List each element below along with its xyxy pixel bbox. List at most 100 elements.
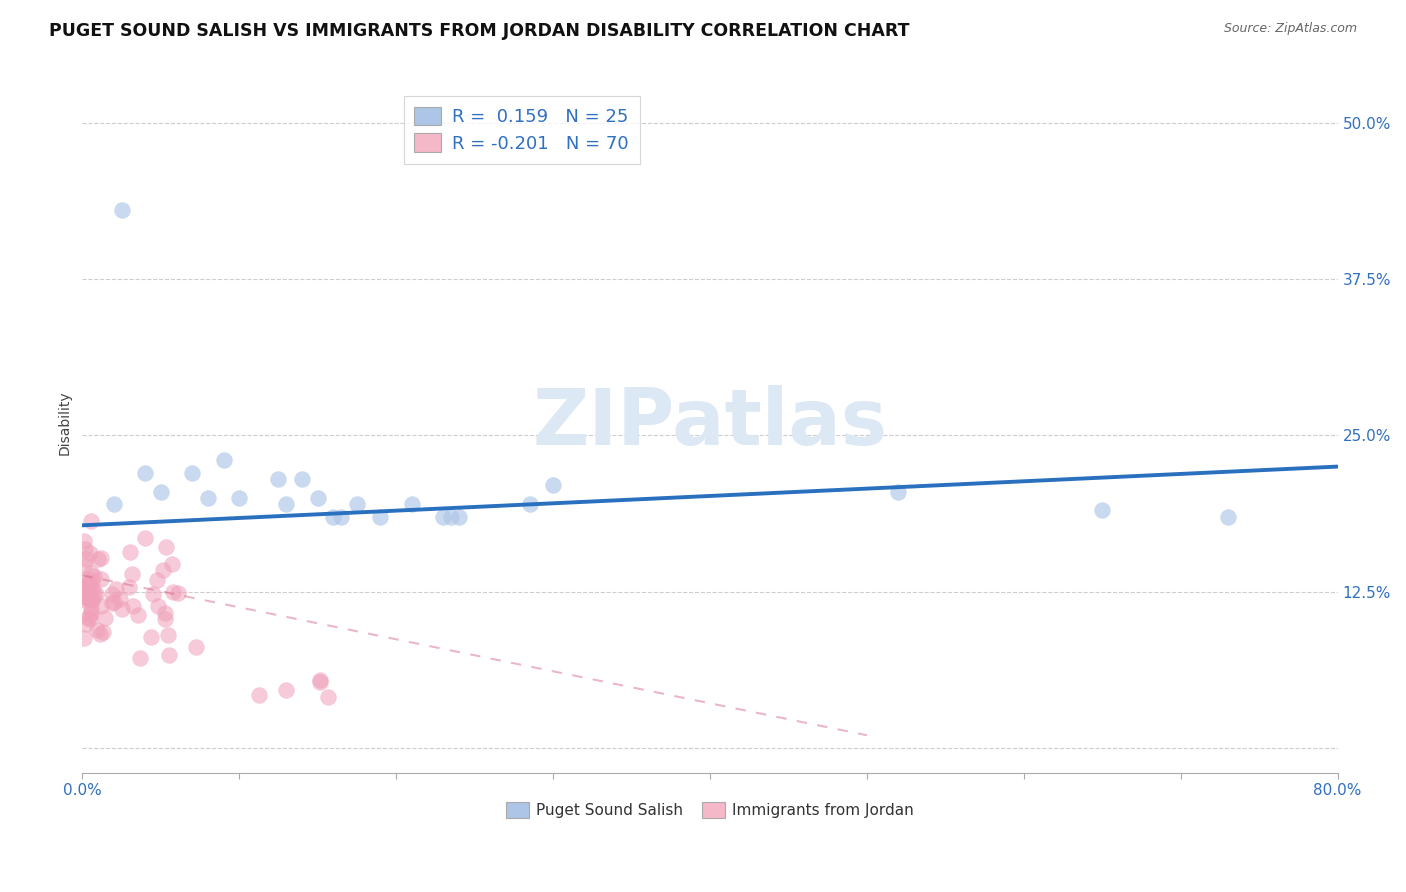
Point bbox=[887, 484, 910, 499]
Point bbox=[90, 599, 112, 614]
Point bbox=[108, 591, 131, 606]
Point bbox=[79, 612, 101, 626]
Point bbox=[101, 587, 124, 601]
Point bbox=[80, 591, 103, 606]
Point bbox=[160, 558, 183, 572]
Point bbox=[87, 551, 110, 566]
Point bbox=[157, 648, 180, 662]
Point bbox=[318, 690, 340, 704]
Point bbox=[120, 545, 142, 559]
Point bbox=[162, 585, 184, 599]
Point bbox=[101, 596, 124, 610]
Point bbox=[90, 572, 112, 586]
Point bbox=[440, 509, 463, 524]
Point bbox=[370, 509, 392, 524]
Point bbox=[104, 582, 127, 597]
Point bbox=[346, 497, 368, 511]
Point bbox=[84, 587, 107, 601]
Point bbox=[308, 673, 330, 687]
Point bbox=[129, 651, 152, 665]
Point bbox=[134, 466, 156, 480]
Point bbox=[276, 497, 298, 511]
Point bbox=[80, 566, 103, 580]
Point bbox=[94, 611, 117, 625]
Point bbox=[75, 552, 97, 566]
Point bbox=[103, 497, 125, 511]
Point bbox=[90, 550, 112, 565]
Point bbox=[432, 509, 454, 524]
Point bbox=[91, 625, 114, 640]
Point bbox=[79, 546, 101, 560]
Point bbox=[181, 466, 204, 480]
Point bbox=[184, 640, 207, 654]
Point bbox=[76, 591, 98, 605]
Point bbox=[267, 472, 290, 486]
Point bbox=[111, 602, 134, 616]
Point bbox=[519, 497, 541, 511]
Point bbox=[155, 540, 177, 554]
Point bbox=[308, 674, 330, 689]
Point bbox=[76, 578, 98, 592]
Point bbox=[121, 567, 143, 582]
Point bbox=[77, 576, 100, 591]
Point bbox=[149, 484, 172, 499]
Point bbox=[75, 593, 97, 607]
Point bbox=[330, 509, 353, 524]
Point bbox=[152, 563, 174, 577]
Point bbox=[89, 627, 111, 641]
Point bbox=[73, 533, 96, 548]
Point bbox=[541, 478, 564, 492]
Point bbox=[80, 605, 103, 619]
Point bbox=[110, 203, 132, 218]
Point bbox=[77, 611, 100, 625]
Point bbox=[142, 587, 165, 601]
Text: Source: ZipAtlas.com: Source: ZipAtlas.com bbox=[1223, 22, 1357, 36]
Point bbox=[75, 541, 97, 556]
Point bbox=[103, 595, 125, 609]
Point bbox=[73, 631, 96, 645]
Point bbox=[80, 601, 103, 615]
Point bbox=[82, 574, 104, 588]
Point bbox=[153, 606, 176, 620]
Point bbox=[146, 599, 169, 613]
Point bbox=[75, 616, 97, 631]
Point bbox=[79, 608, 101, 623]
Point bbox=[139, 630, 162, 644]
Point bbox=[73, 558, 96, 572]
Point bbox=[75, 572, 97, 586]
Point bbox=[77, 591, 100, 606]
Point bbox=[127, 608, 149, 623]
Point bbox=[212, 453, 235, 467]
Point bbox=[1216, 509, 1239, 524]
Point bbox=[322, 509, 344, 524]
Point bbox=[73, 579, 96, 593]
Point bbox=[401, 497, 423, 511]
Point bbox=[291, 472, 314, 486]
Point bbox=[228, 491, 250, 505]
Point bbox=[134, 531, 156, 545]
Point bbox=[122, 599, 145, 614]
Point bbox=[167, 586, 190, 600]
Y-axis label: Disability: Disability bbox=[58, 391, 72, 455]
Point bbox=[83, 569, 105, 583]
Point bbox=[247, 688, 270, 702]
Point bbox=[197, 491, 219, 505]
Point bbox=[79, 579, 101, 593]
Point bbox=[274, 683, 297, 698]
Text: PUGET SOUND SALISH VS IMMIGRANTS FROM JORDAN DISABILITY CORRELATION CHART: PUGET SOUND SALISH VS IMMIGRANTS FROM JO… bbox=[49, 22, 910, 40]
Point bbox=[117, 580, 139, 594]
Point bbox=[73, 589, 96, 603]
Point bbox=[157, 628, 180, 642]
Point bbox=[146, 573, 169, 587]
Text: ZIPatlas: ZIPatlas bbox=[533, 384, 887, 461]
Point bbox=[86, 623, 108, 637]
Point bbox=[83, 588, 105, 602]
Point bbox=[447, 509, 470, 524]
Point bbox=[307, 491, 329, 505]
Point bbox=[153, 611, 176, 625]
Point bbox=[80, 592, 103, 607]
Legend: Puget Sound Salish, Immigrants from Jordan: Puget Sound Salish, Immigrants from Jord… bbox=[499, 797, 920, 824]
Point bbox=[82, 582, 104, 596]
Point bbox=[80, 514, 103, 528]
Point bbox=[1091, 503, 1114, 517]
